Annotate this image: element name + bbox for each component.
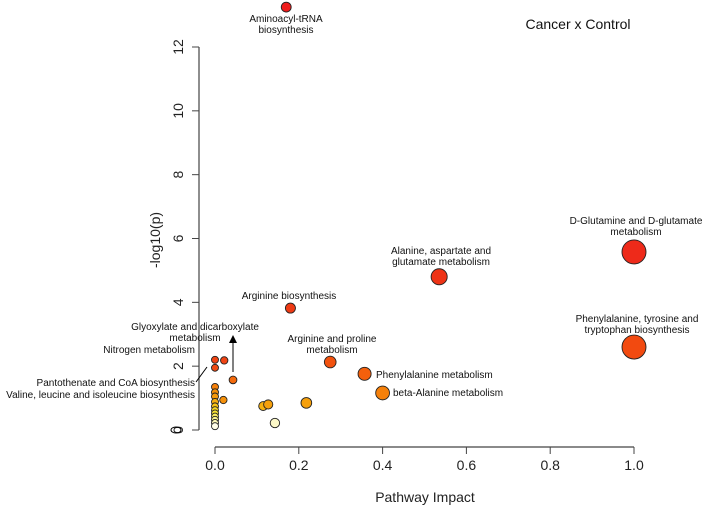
x-tick-label: 0.2 (289, 457, 309, 473)
y-tick-label: 4 (170, 298, 186, 306)
y-tick-label: 10 (170, 103, 186, 119)
point-label: Valine, leucine and isoleucine biosynthe… (6, 390, 195, 401)
leader-line (195, 366, 208, 383)
data-point (430, 268, 448, 286)
point-label-line: metabolism (169, 333, 220, 344)
data-point (284, 302, 296, 314)
point-label: Arginine and proline metabolism (288, 334, 377, 356)
point-label-line: metabolism (610, 227, 661, 238)
x-tick-label: 0.6 (457, 457, 477, 473)
annotations (170, 335, 237, 434)
data-point (220, 356, 229, 365)
point-label-line: Pantothenate and CoA biosynthesis (37, 378, 195, 389)
x-tick-label: 0.8 (540, 457, 560, 473)
data-point (219, 395, 228, 405)
data-point (269, 417, 281, 429)
x-axis-label: Pathway Impact (375, 489, 475, 505)
x-tick-label: 1.0 (624, 457, 644, 473)
point-label-line: Aminoacyl-tRNA (249, 14, 323, 25)
point-label-line: beta-Alanine metabolism (393, 388, 503, 399)
point-label-line: Phenylalanine, tyrosine and (576, 314, 699, 325)
x-tick-label: 0.4 (373, 457, 393, 473)
point-label: beta-Alanine metabolism (393, 388, 503, 399)
point-label-line: Phenylalanine metabolism (376, 370, 493, 381)
point-label-line: Alanine, aspartate and (391, 246, 491, 257)
data-points (211, 1, 647, 431)
data-point (228, 375, 238, 385)
point-label: D-Glutamine and D-glutamate metabolism (570, 216, 703, 238)
point-label: Arginine biosynthesis (242, 291, 337, 302)
data-point (357, 366, 372, 381)
data-point (280, 1, 292, 13)
arrow-head-icon (229, 335, 237, 343)
data-point (621, 239, 647, 265)
y-axis-label: -log10(p) (147, 212, 163, 268)
point-label: Pantothenate and CoA biosynthesis (37, 378, 195, 389)
point-label: Phenylalanine metabolism (376, 370, 493, 381)
point-labels: Aminoacyl-tRNA biosynthesis D-Glutamine an… (6, 14, 703, 401)
y-tick-label: 8 (170, 171, 186, 179)
data-point (300, 397, 313, 409)
data-point (211, 422, 219, 431)
axes: 0 2 4 6 8 10 12 0.0 0.2 0.4 0.6 0.8 1.0 (170, 39, 644, 473)
point-label: Phenylalanine, tyrosine and tryptophan bi… (576, 314, 699, 336)
y-tick-label: 2 (170, 362, 186, 370)
point-label-line: Valine, leucine and isoleucine biosynthe… (6, 390, 195, 401)
x-tick-label: 0.0 (205, 457, 225, 473)
point-label-line: Nitrogen metabolism (103, 345, 195, 356)
point-label-line: tryptophan biosynthesis (584, 325, 689, 336)
data-point (211, 363, 219, 372)
point-label: Aminoacyl-tRNA biosynthesis (249, 14, 323, 36)
point-label: Glyoxylate and dicarboxylate metabolism (131, 322, 259, 344)
data-point (621, 334, 647, 360)
y-tick-label: 0 (170, 426, 186, 434)
data-point (211, 355, 219, 364)
point-label: Alanine, aspartate and glutamate metaboli… (391, 246, 491, 268)
point-label: Nitrogen metabolism (103, 345, 195, 356)
y-tick-label: 6 (170, 234, 186, 242)
marker-ellipse (170, 426, 182, 434)
data-point (323, 355, 337, 369)
chart-title: Cancer x Control (525, 16, 630, 32)
data-point (263, 399, 274, 410)
point-label-line: metabolism (306, 345, 357, 356)
y-tick-label: 12 (170, 39, 186, 55)
point-label-line: Arginine biosynthesis (242, 291, 337, 302)
point-label-line: Arginine and proline (288, 334, 377, 345)
point-label-line: D-Glutamine and D-glutamate (570, 216, 703, 227)
point-label-line: glutamate metabolism (392, 257, 490, 268)
point-label-line: biosynthesis (258, 25, 313, 36)
point-label-line: Glyoxylate and dicarboxylate (131, 322, 259, 333)
data-point (375, 385, 390, 401)
